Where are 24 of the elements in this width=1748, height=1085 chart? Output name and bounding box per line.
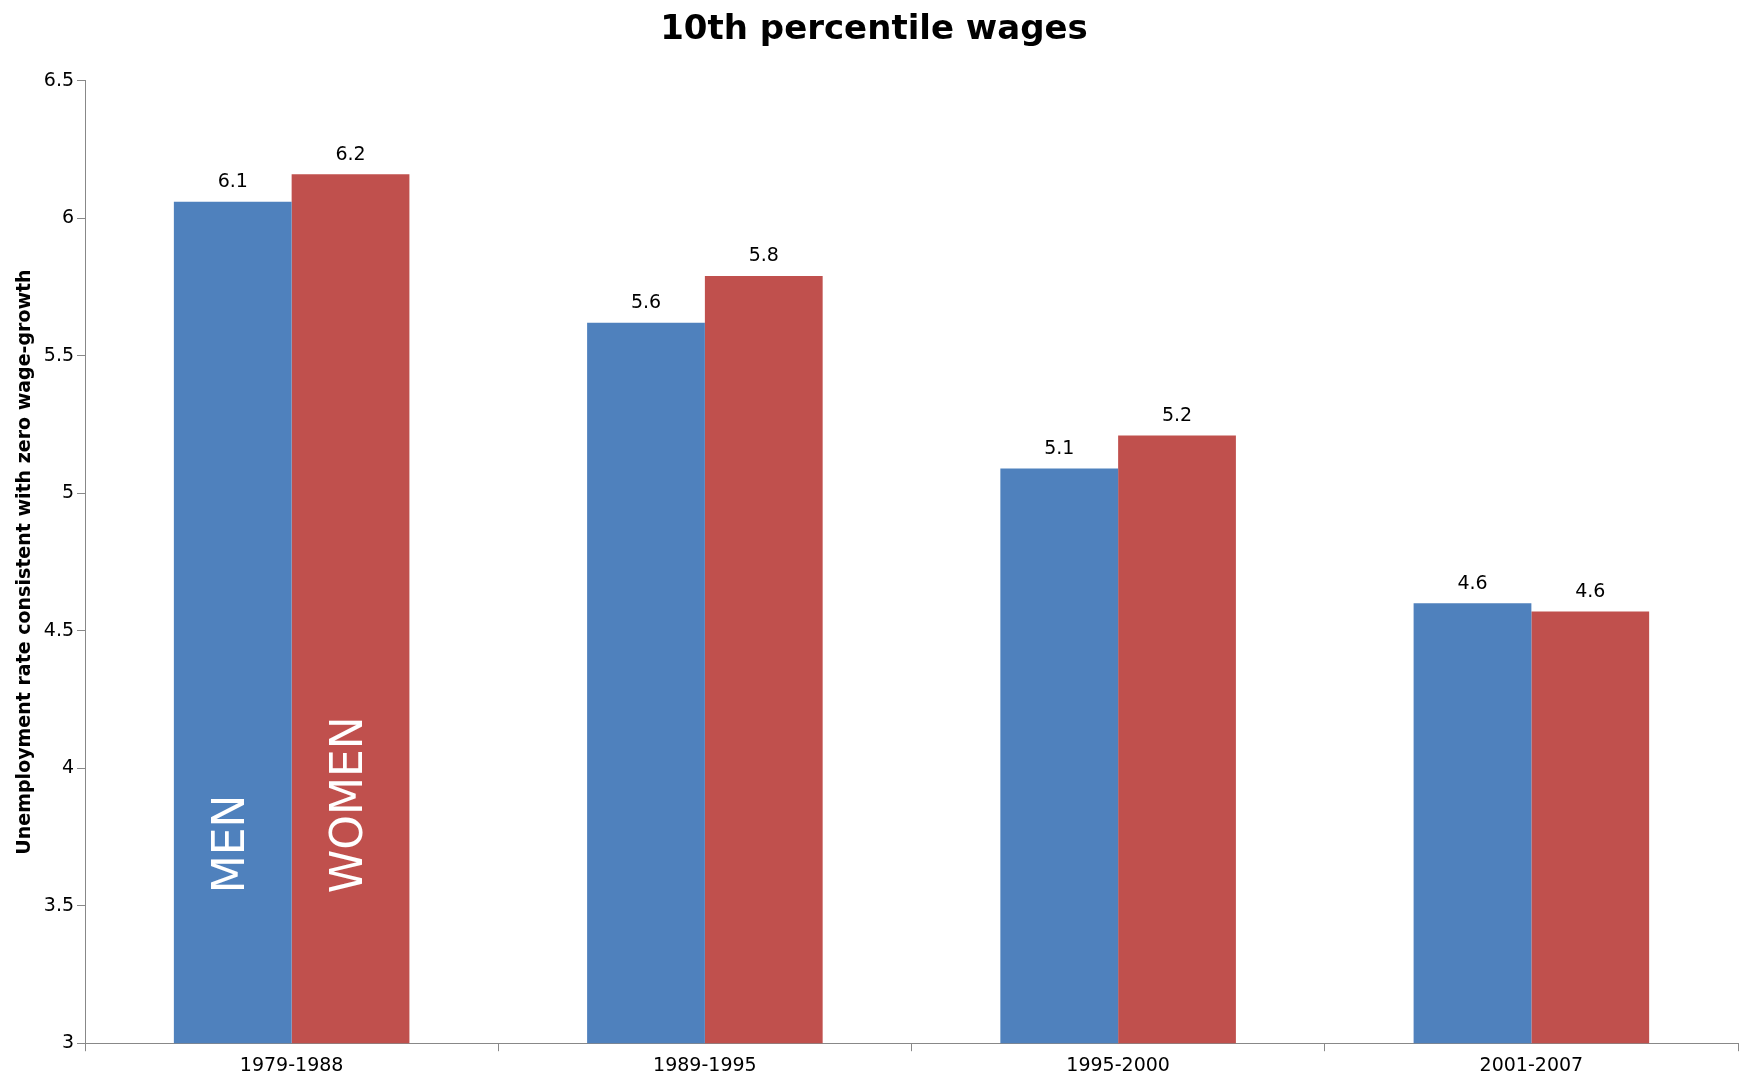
y-tick-label: 6	[61, 205, 75, 228]
series-label: WOMEN	[320, 716, 372, 894]
x-tick-label: 1995-2000	[1066, 1052, 1170, 1075]
y-tick-label: 5.5	[43, 342, 75, 365]
series-label: MEN	[203, 794, 255, 894]
y-tick-label: 5	[61, 480, 75, 503]
y-tick-label: 4	[61, 755, 75, 778]
x-tick-label: 2001-2007	[1479, 1052, 1584, 1075]
chart-title: 10th percentile wages	[660, 7, 1088, 48]
data-label: 6.1	[217, 169, 248, 192]
data-label: 5.1	[1044, 435, 1075, 458]
y-tick-label: 6.5	[43, 67, 75, 90]
data-label: 6.2	[335, 141, 366, 164]
y-tick-label: 4.5	[43, 617, 75, 640]
y-tick-label: 3	[61, 1030, 75, 1053]
data-label: 5.8	[748, 243, 779, 266]
data-label: 4.6	[1457, 570, 1488, 593]
y-axis-title: Unemployment rate consistent with zero wage-growth	[12, 269, 35, 855]
y-tick-label: 3.5	[43, 892, 75, 915]
data-label: 5.6	[630, 290, 662, 313]
data-label: 4.6	[1575, 578, 1606, 601]
data-label: 5.2	[1161, 402, 1193, 425]
x-tick-label: 1989-1995	[653, 1052, 757, 1075]
x-tick-label: 1979-1988	[239, 1052, 344, 1075]
